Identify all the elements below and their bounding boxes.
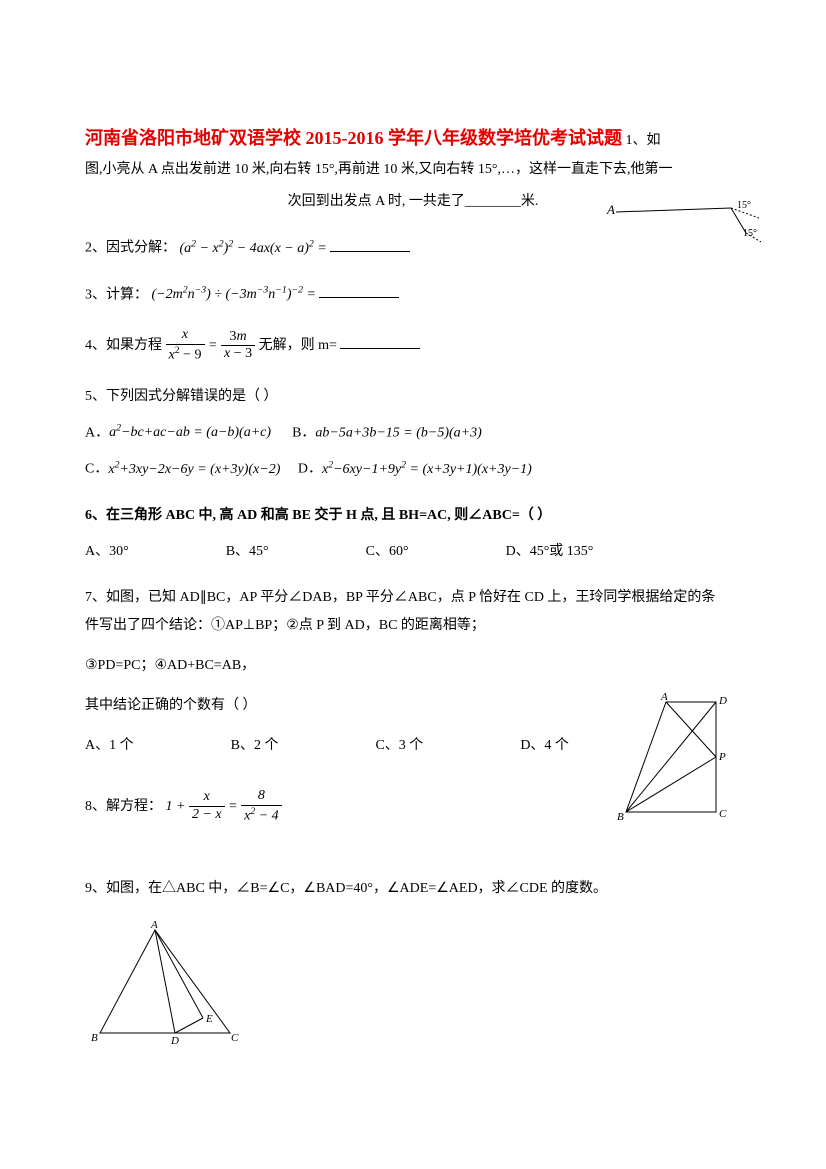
q9-label: 9、如图，在△ABC 中，∠B=∠C，∠BAD=40°，∠ADE=∠AED，求∠… <box>85 875 741 903</box>
triangle-diagram: A B D E C <box>85 918 245 1048</box>
svg-text:A: A <box>150 919 158 931</box>
svg-text:C: C <box>231 1032 239 1044</box>
q7: 7、如图，已知 AD∥BC，AP 平分∠DAB，BP 平分∠ABC，点 P 恰好… <box>85 584 741 760</box>
q2-math: (a2 − x2)2 − 4ax(x − a)2 = <box>180 241 331 256</box>
q4-frac-right: 3m x − 3 <box>221 329 255 364</box>
angle2-label: 15° <box>743 228 757 239</box>
q7-line2: 件写出了四个结论：①AP⊥BP；②点 P 到 AD，BC 的距离相等； <box>85 612 741 640</box>
q4-frac-left: x x2 − 9 <box>166 327 205 364</box>
q1-line2-text: 次回到出发点 A 时, 一共走了________米. <box>288 194 539 209</box>
svg-text:D: D <box>170 1035 179 1047</box>
q1-line2: 次回到出发点 A 时, 一共走了________米. A 15° 15° <box>85 188 741 216</box>
q4: 4、如果方程 x x2 − 9 = 3m x − 3 无解，则 m= <box>85 327 741 364</box>
q5-row1: A．a2−bc+ac−ab = (a−b)(a+c) B．ab−5a+3b−15… <box>85 419 741 448</box>
doc-title: 河南省洛阳市地矿双语学校 2015-2016 学年八年级数学培优考试试题 <box>85 128 622 148</box>
q6-label: 6、在三角形 ABC 中, 高 AD 和高 BE 交于 H 点, 且 BH=AC… <box>85 502 741 530</box>
q2-label: 2、因式分解： <box>85 241 176 256</box>
q3-label: 3、计算： <box>85 287 148 302</box>
q6-choice-C[interactable]: C、60° <box>366 544 409 559</box>
q6-choice-D[interactable]: D、45°或 135° <box>506 544 594 559</box>
q5-row2: C．x2+3xy−2x−6y = (x+3y)(x−2) D．x2−6xy−1+… <box>85 455 741 484</box>
q7-choice-A[interactable]: A、1 个 <box>85 738 134 753</box>
q4-after: 无解，则 m= <box>259 338 337 353</box>
q3-math: (−2m2n−3) ÷ (−3m−3n−1)−2 = <box>152 287 320 302</box>
svg-text:B: B <box>91 1032 98 1044</box>
q5-choice-C[interactable]: C．x2+3xy−2x−6y = (x+3y)(x−2) <box>85 462 280 477</box>
q9: 9、如图，在△ABC 中，∠B=∠C，∠BAD=40°，∠ADE=∠AED，求∠… <box>85 875 741 1059</box>
q7-choice-D[interactable]: D、4 个 <box>520 738 569 753</box>
q7-line3: ③PD=PC；④AD+BC=AB， <box>85 652 741 680</box>
q4-label: 4、如果方程 <box>85 338 166 353</box>
svg-text:A: A <box>660 692 668 703</box>
q3-blank[interactable] <box>319 284 399 298</box>
q4-blank[interactable] <box>340 335 420 349</box>
q8: 8、解方程： 1 + x 2 − x = 8 x2 − 4 <box>85 788 741 825</box>
q7-choice-C[interactable]: C、3 个 <box>375 738 423 753</box>
q2-blank[interactable] <box>330 238 410 252</box>
q8-math: 1 + x 2 − x = 8 x2 − 4 <box>166 799 282 814</box>
q3: 3、计算： (−2m2n−3) ÷ (−3m−3n−1)−2 = <box>85 281 741 310</box>
angle1-label: 15° <box>737 200 751 211</box>
q6: 6、在三角形 ABC 中, 高 AD 和高 BE 交于 H 点, 且 BH=AC… <box>85 502 741 566</box>
q2: 2、因式分解： (a2 − x2)2 − 4ax(x − a)2 = <box>85 234 741 263</box>
svg-text:D: D <box>718 695 727 707</box>
q8-label: 8、解方程： <box>85 799 162 814</box>
svg-text:P: P <box>718 751 726 763</box>
q5-label: 5、下列因式分解错误的是（ ） <box>85 383 741 411</box>
q7-choices: A、1 个 B、2 个 C、3 个 D、4 个 A D P C B <box>85 732 741 760</box>
q1-line1: 图,小亮从 A 点出发前进 10 米,向右转 15°,再前进 10 米,又向右转… <box>85 156 741 184</box>
q7-choice-B[interactable]: B、2 个 <box>231 738 279 753</box>
svg-text:E: E <box>205 1013 213 1025</box>
q7-line1: 7、如图，已知 AD∥BC，AP 平分∠DAB，BP 平分∠ABC，点 P 恰好… <box>85 584 741 612</box>
q6-choice-B[interactable]: B、45° <box>226 544 269 559</box>
q6-choice-A[interactable]: A、30° <box>85 544 129 559</box>
q4-equals: = <box>208 338 221 353</box>
header-line: 河南省洛阳市地矿双语学校 2015-2016 学年八年级数学培优考试试题 1、如 <box>85 120 741 156</box>
q6-choices: A、30° B、45° C、60° D、45°或 135° <box>85 538 741 566</box>
q5-choice-D[interactable]: D．x2−6xy−1+9y2 = (x+3y+1)(x+3y−1) <box>298 462 532 477</box>
q5-choice-A[interactable]: A．a2−bc+ac−ab = (a−b)(a+c) <box>85 425 271 440</box>
q1-start: 1、如 <box>626 133 661 148</box>
q5: 5、下列因式分解错误的是（ ） A．a2−bc+ac−ab = (a−b)(a+… <box>85 383 741 484</box>
point-A-label: A <box>606 202 615 217</box>
q5-choice-B[interactable]: B．ab−5a+3b−15 = (b−5)(a+3) <box>292 425 482 440</box>
